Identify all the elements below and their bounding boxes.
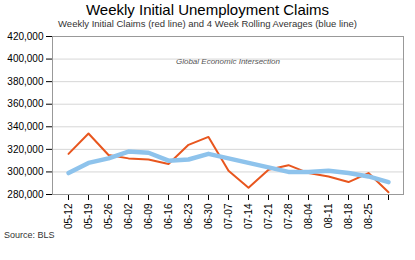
svg-text:340,000: 340,000 (7, 121, 44, 132)
svg-text:06-02: 06-02 (123, 203, 134, 229)
svg-text:08-25: 08-25 (363, 203, 374, 229)
svg-text:07-07: 07-07 (223, 203, 234, 229)
svg-text:07-14: 07-14 (243, 203, 254, 229)
svg-text:06-30: 06-30 (203, 203, 214, 229)
html-text:Source: BLS: Source: BLS (4, 230, 55, 240)
svg-text:06-09: 06-09 (143, 203, 154, 229)
svg-text:06-23: 06-23 (183, 203, 194, 229)
svg-text:05-19: 05-19 (83, 203, 94, 229)
svg-text:280,000: 280,000 (7, 189, 44, 200)
html-text:Weekly Initial Claims (red lin: Weekly Initial Claims (red line) and 4 W… (58, 18, 357, 29)
svg-text:05-26: 05-26 (103, 203, 114, 229)
svg-text:420,000: 420,000 (7, 31, 44, 42)
svg-text:300,000: 300,000 (7, 166, 44, 177)
html-text:Weekly Initial Unemployment Cl: Weekly Initial Unemployment Claims (85, 1, 330, 18)
svg-text:08-18: 08-18 (343, 203, 354, 229)
svg-text:06-16: 06-16 (163, 203, 174, 229)
svg-text:320,000: 320,000 (7, 144, 44, 155)
svg-text:07-21: 07-21 (263, 203, 274, 229)
svg-text:380,000: 380,000 (7, 76, 44, 87)
svg-text:08-04: 08-04 (303, 203, 314, 229)
svg-text:Global Economic Intersection: Global Economic Intersection (176, 57, 281, 66)
svg-text:360,000: 360,000 (7, 98, 44, 109)
svg-text:05-12: 05-12 (63, 203, 74, 229)
svg-text:08-11: 08-11 (323, 203, 334, 228)
svg-text:07-28: 07-28 (283, 203, 294, 229)
svg-text:400,000: 400,000 (7, 53, 44, 64)
